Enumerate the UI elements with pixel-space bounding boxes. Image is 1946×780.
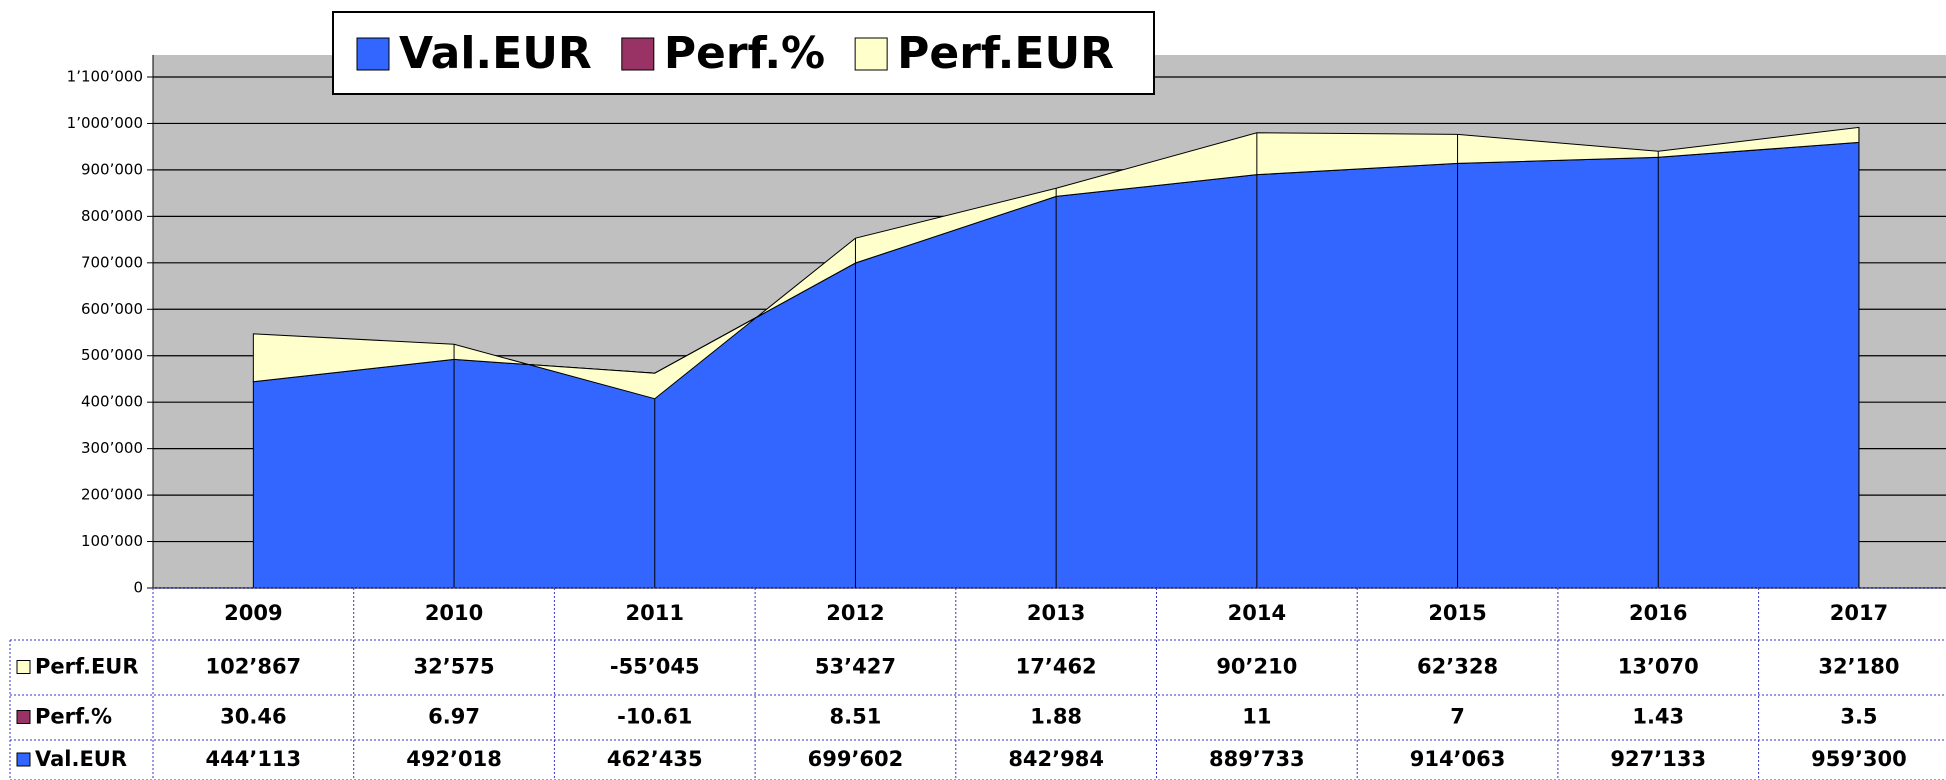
data-label: 6.97 — [428, 705, 480, 729]
legend-key — [16, 660, 31, 674]
data-label: 8.51 — [830, 705, 882, 729]
legend-label: Val.EUR — [399, 28, 592, 79]
y-tick-label: 500’000 — [81, 346, 143, 364]
legend — [332, 11, 1155, 95]
data-label: 927’133 — [1610, 747, 1706, 771]
y-tick-label: 900’000 — [81, 160, 143, 178]
legend-key — [356, 37, 390, 71]
data-label: 7 — [1450, 705, 1465, 729]
legend-label: Perf.% — [664, 28, 825, 79]
data-label: 102’867 — [206, 655, 302, 679]
data-label: 13’070 — [1618, 655, 1699, 679]
y-tick-label: 300’000 — [81, 439, 143, 457]
legend-label: Perf.EUR — [897, 28, 1114, 79]
data-label: 444’113 — [206, 747, 302, 771]
data-label: -55’045 — [610, 655, 700, 679]
row-label: Val.EUR — [35, 747, 127, 771]
y-tick-label: 600’000 — [81, 300, 143, 318]
data-label: 32’180 — [1818, 655, 1899, 679]
data-label: 462’435 — [607, 747, 703, 771]
data-label: 1.43 — [1632, 705, 1684, 729]
y-tick-label: 700’000 — [81, 253, 143, 271]
row-label: Perf.% — [35, 705, 112, 729]
x-tick-label: 2016 — [1629, 601, 1687, 625]
data-label: 959’300 — [1811, 747, 1907, 771]
data-label: 32’575 — [414, 655, 495, 679]
x-tick-label: 2012 — [826, 601, 884, 625]
y-tick-label: 800’000 — [81, 207, 143, 225]
data-label: 1.88 — [1030, 705, 1082, 729]
x-tick-label: 2013 — [1027, 601, 1085, 625]
data-label: 842’984 — [1008, 747, 1104, 771]
x-tick-label: 2014 — [1228, 601, 1286, 625]
data-label: 53’427 — [815, 655, 896, 679]
y-tick-label: 1’000’000 — [67, 114, 143, 132]
row-label: Perf.EUR — [35, 655, 139, 679]
data-label: 492’018 — [406, 747, 502, 771]
data-label: -10.61 — [617, 705, 692, 729]
legend-key — [16, 752, 31, 767]
data-label: 30.46 — [220, 705, 286, 729]
legend-key — [621, 37, 655, 71]
data-label: 889’733 — [1209, 747, 1305, 771]
y-tick-label: 200’000 — [81, 486, 143, 504]
data-label: 914’063 — [1410, 747, 1506, 771]
y-tick-label: 100’000 — [81, 532, 143, 550]
legend-key — [16, 710, 31, 724]
data-label: 90’210 — [1216, 655, 1297, 679]
data-label: 17’462 — [1016, 655, 1097, 679]
x-tick-label: 2009 — [224, 601, 282, 625]
y-tick-label: 1’100’000 — [67, 68, 143, 86]
legend-key — [854, 37, 888, 71]
data-label: 699’602 — [808, 747, 904, 771]
x-tick-label: 2010 — [425, 601, 483, 625]
y-tick-label: 0 — [133, 579, 143, 597]
x-tick-label: 2017 — [1830, 601, 1888, 625]
y-tick-label: 400’000 — [81, 393, 143, 411]
x-tick-label: 2015 — [1428, 601, 1486, 625]
data-label: 3.5 — [1840, 705, 1877, 729]
data-label: 62’328 — [1417, 655, 1498, 679]
data-label: 11 — [1242, 705, 1271, 729]
x-tick-label: 2011 — [626, 601, 684, 625]
